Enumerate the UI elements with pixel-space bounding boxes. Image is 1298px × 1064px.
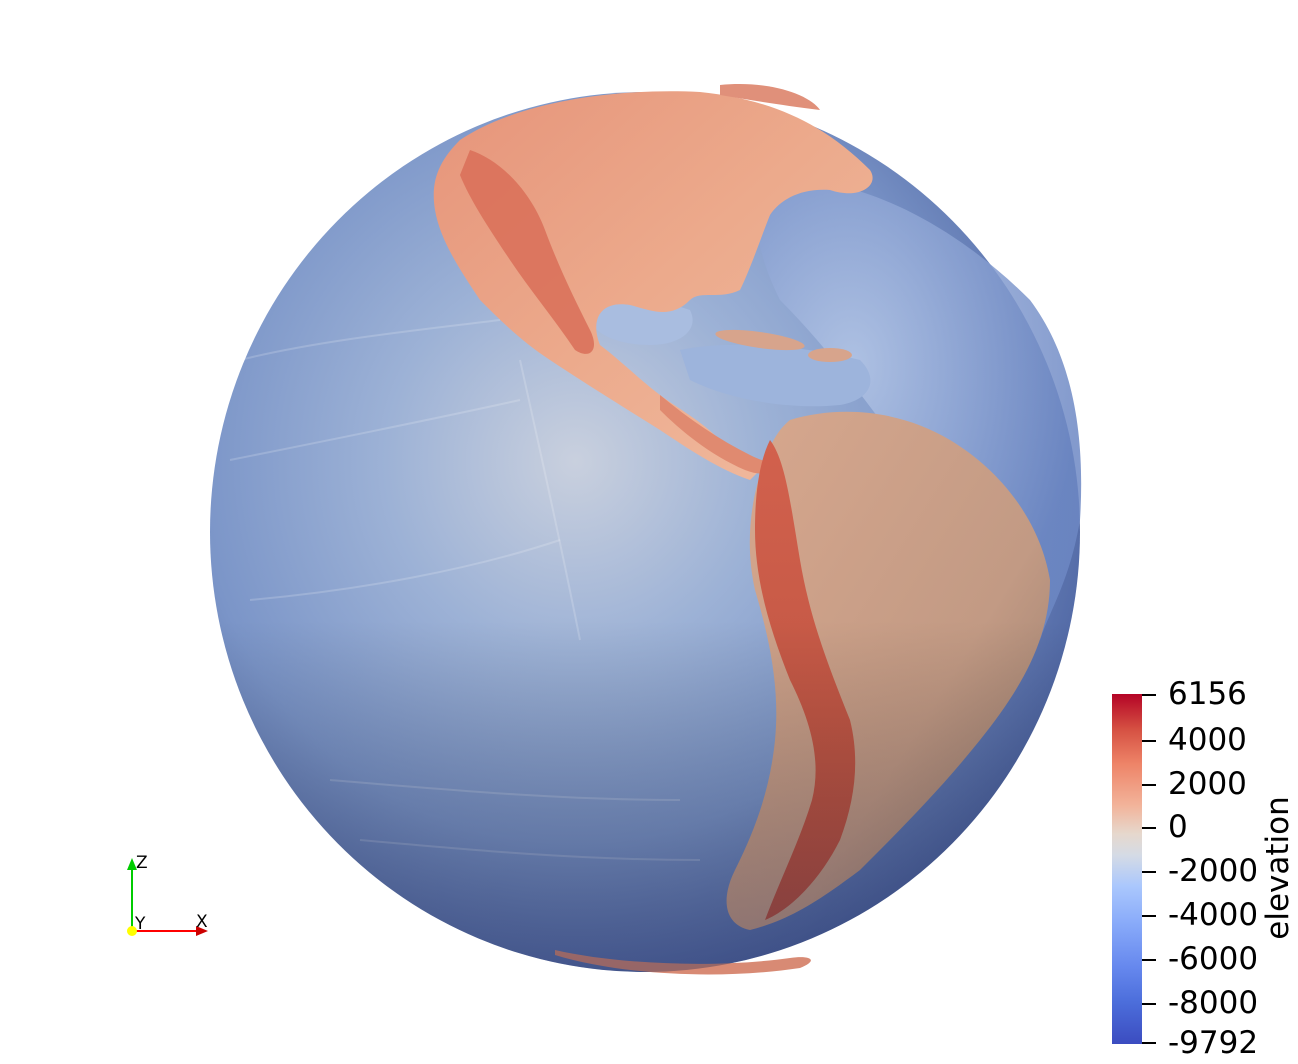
- tick-mark: [1142, 1003, 1156, 1005]
- scalar-bar-title: elevation: [1260, 796, 1296, 940]
- scalar-bar[interactable]: 6156 4000 2000 0 -2000 -4000 -6000 -8000…: [1112, 679, 1258, 1059]
- tick-mark: [1142, 1042, 1156, 1044]
- tick-label: -2000: [1168, 853, 1259, 889]
- axes-triad: [127, 858, 208, 936]
- y-axis-dot: [127, 926, 137, 936]
- greenland-edge: [720, 84, 820, 110]
- tick-label: -9792: [1168, 1025, 1259, 1061]
- scalar-bar-gradient: [1112, 694, 1142, 1044]
- tick-label: 0: [1168, 809, 1188, 845]
- tick-mark: [1142, 871, 1156, 873]
- y-axis-label: Y: [135, 914, 146, 934]
- tick-label: -8000: [1168, 985, 1259, 1021]
- x-axis-arrow: [196, 926, 208, 936]
- orientation-axes: Z Y X: [118, 850, 218, 950]
- tick-label: 4000: [1168, 722, 1247, 758]
- tick-mark: [1142, 784, 1156, 786]
- tick-label: 2000: [1168, 766, 1247, 802]
- tick-label: -6000: [1168, 941, 1259, 977]
- sphere-shading: [210, 92, 1080, 972]
- tick-label: 6156: [1168, 676, 1247, 712]
- z-axis-label: Z: [136, 853, 148, 873]
- tick-label: -4000: [1168, 897, 1259, 933]
- tick-mark: [1142, 694, 1156, 696]
- x-axis-label: X: [196, 912, 208, 932]
- tick-mark: [1142, 959, 1156, 961]
- tick-mark: [1142, 915, 1156, 917]
- tick-mark: [1142, 827, 1156, 829]
- tick-mark: [1142, 740, 1156, 742]
- z-axis-arrow: [127, 858, 137, 870]
